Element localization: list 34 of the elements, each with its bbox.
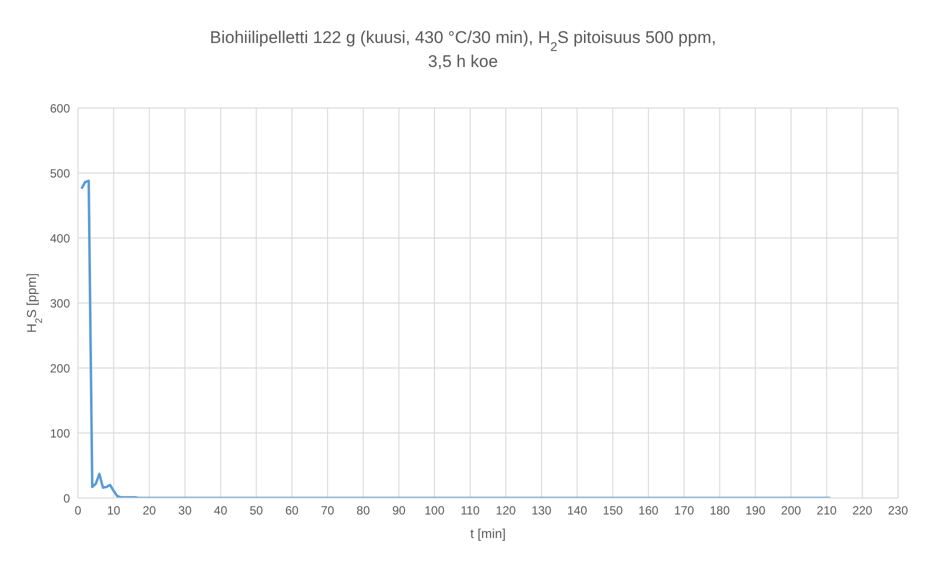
x-tick-label: 200 bbox=[781, 504, 802, 518]
x-tick-label: 170 bbox=[674, 504, 694, 518]
y-tick-label: 500 bbox=[50, 166, 70, 180]
x-tick-label: 210 bbox=[816, 504, 838, 518]
x-tick-label: 0 bbox=[74, 504, 82, 518]
x-tick-label: 120 bbox=[496, 504, 516, 518]
chart-title: Biohiilipelletti 122 g (kuusi, 430 °C/30 min), H$_{2}$S pitoisuus 500 ppm, 3,5 h koe bbox=[210, 28, 716, 71]
x-tick-label: 90 bbox=[392, 504, 406, 518]
x-tick-label: 110 bbox=[460, 504, 480, 518]
x-axis-title: t [min] bbox=[470, 526, 506, 541]
x-tick-label: 180 bbox=[710, 504, 730, 518]
x-tick-label: 130 bbox=[531, 504, 552, 518]
x-tick-label: 40 bbox=[214, 504, 228, 518]
y-tick-label: 100 bbox=[50, 426, 70, 440]
y-tick-label: 0 bbox=[63, 491, 70, 506]
x-tick-label: 70 bbox=[320, 504, 335, 518]
y-tick-label: 400 bbox=[50, 231, 70, 246]
x-tick-label: 60 bbox=[285, 504, 299, 518]
line-series bbox=[80, 180, 832, 498]
x-tick-label: 100 bbox=[424, 504, 445, 518]
x-tick-label: 20 bbox=[142, 504, 156, 518]
y-tick-label: 300 bbox=[50, 296, 70, 310]
x-tick-label: 230 bbox=[888, 504, 908, 518]
x-tick-label: 50 bbox=[250, 504, 264, 518]
x-tick-label: 140 bbox=[567, 504, 588, 518]
y-tick-label: 600 bbox=[50, 101, 70, 116]
y-tick-label: 200 bbox=[50, 361, 70, 376]
x-tick-label: 160 bbox=[638, 504, 659, 518]
x-tick-label: 30 bbox=[178, 504, 192, 518]
x-tick-label: 220 bbox=[852, 504, 873, 518]
x-tick-label: 150 bbox=[602, 504, 624, 518]
x-tick-label: 190 bbox=[745, 504, 766, 518]
x-tick-label: 10 bbox=[106, 504, 121, 518]
x-tick-label: 80 bbox=[356, 504, 370, 518]
